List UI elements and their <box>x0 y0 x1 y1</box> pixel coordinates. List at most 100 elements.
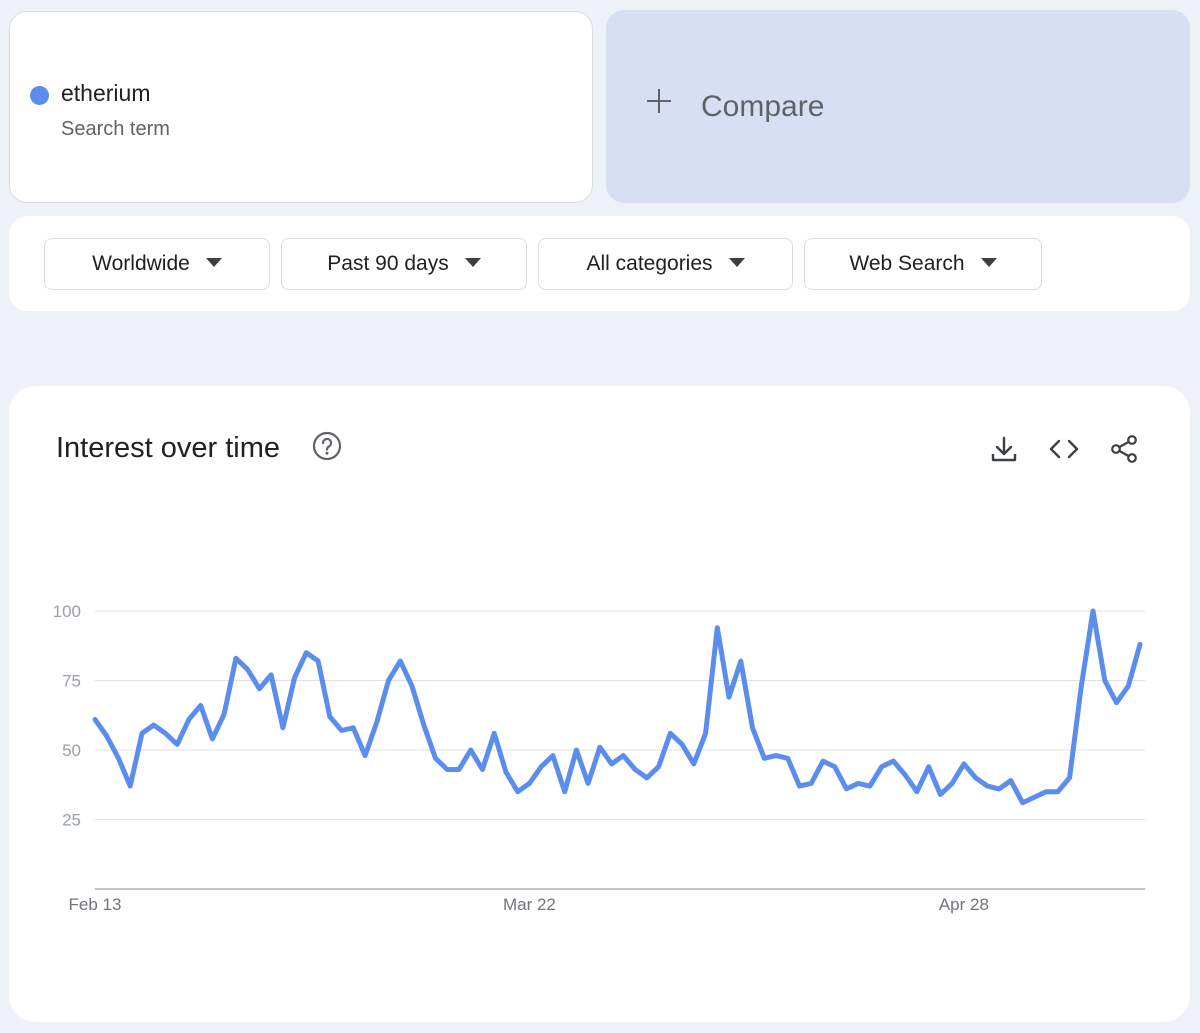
time-range-filter[interactable]: Past 90 days <box>281 238 527 290</box>
x-tick-label: Feb 13 <box>69 895 122 914</box>
data-point <box>797 784 802 789</box>
data-point <box>1055 789 1060 794</box>
data-point <box>186 717 191 722</box>
data-point <box>691 761 696 766</box>
data-point <box>762 756 767 761</box>
data-point <box>374 720 379 725</box>
data-point <box>856 781 861 786</box>
data-point <box>386 678 391 683</box>
data-point <box>222 711 227 716</box>
share-icon[interactable] <box>1108 433 1140 465</box>
dropdown-caret-icon <box>728 257 745 267</box>
data-point <box>550 753 555 758</box>
data-point <box>644 775 649 780</box>
data-point <box>903 773 908 778</box>
data-point <box>269 672 274 677</box>
data-point <box>327 714 332 719</box>
data-point <box>492 731 497 736</box>
data-point <box>973 775 978 780</box>
data-point <box>680 742 685 747</box>
data-point <box>1114 700 1119 705</box>
data-point <box>539 764 544 769</box>
filter-bar: Worldwide Past 90 days All categories We… <box>9 216 1190 311</box>
data-point <box>891 759 896 764</box>
data-point <box>456 767 461 772</box>
data-point <box>961 761 966 766</box>
dropdown-caret-icon <box>205 257 222 267</box>
data-point <box>1126 684 1131 689</box>
data-point <box>339 728 344 733</box>
data-point <box>656 764 661 769</box>
data-point <box>245 667 250 672</box>
data-point <box>820 759 825 764</box>
data-point <box>410 684 415 689</box>
dropdown-caret-icon <box>980 257 997 267</box>
download-icon[interactable] <box>988 433 1020 465</box>
data-point <box>1138 642 1143 647</box>
data-point <box>809 781 814 786</box>
data-point <box>198 703 203 708</box>
y-tick-label: 100 <box>53 602 81 621</box>
embed-code-icon[interactable] <box>1048 433 1080 465</box>
data-point <box>304 650 309 655</box>
data-point <box>1079 684 1084 689</box>
data-point <box>515 789 520 794</box>
search-term-label: Search term <box>61 118 170 140</box>
data-point <box>750 725 755 730</box>
search-property-filter-label: Web Search <box>849 252 965 275</box>
help-icon[interactable] <box>312 431 342 461</box>
compare-label: Compare <box>701 90 825 123</box>
data-point <box>139 731 144 736</box>
data-point <box>351 725 356 730</box>
data-point <box>128 784 133 789</box>
data-point <box>175 742 180 747</box>
data-point <box>926 764 931 769</box>
data-point <box>210 736 215 741</box>
compare-button[interactable]: Compare <box>606 10 1190 203</box>
data-point <box>1020 800 1025 805</box>
data-point <box>233 656 238 661</box>
search-term-card[interactable]: etherium Search term <box>9 11 593 203</box>
data-point <box>433 756 438 761</box>
data-point <box>785 756 790 761</box>
data-point <box>1032 795 1037 800</box>
plus-icon <box>646 88 672 114</box>
data-point <box>527 781 532 786</box>
data-point <box>316 659 321 664</box>
data-point <box>1067 775 1072 780</box>
search-term-name[interactable]: etherium <box>61 80 151 106</box>
data-point <box>609 761 614 766</box>
data-point <box>727 695 732 700</box>
series-line-etherium <box>92 608 1143 806</box>
data-point <box>292 675 297 680</box>
data-point <box>950 781 955 786</box>
interest-line-chart: 100 75 50 25 Feb 13 Mar 22 Apr 28 <box>53 602 1145 914</box>
region-filter-label: Worldwide <box>92 252 190 275</box>
category-filter[interactable]: All categories <box>538 238 793 290</box>
data-point <box>1102 678 1107 683</box>
data-point <box>363 753 368 758</box>
dropdown-caret-icon <box>464 257 481 267</box>
y-tick-label: 25 <box>62 811 81 830</box>
data-point <box>879 764 884 769</box>
region-filter[interactable]: Worldwide <box>44 238 270 290</box>
x-tick-label: Mar 22 <box>503 895 556 914</box>
data-point <box>104 734 109 739</box>
data-point <box>574 748 579 753</box>
data-point <box>445 767 450 772</box>
data-point <box>421 722 426 727</box>
data-point <box>468 748 473 753</box>
data-point <box>116 756 121 761</box>
search-property-filter[interactable]: Web Search <box>804 238 1042 290</box>
data-point <box>774 753 779 758</box>
data-point <box>503 770 508 775</box>
data-point <box>151 722 156 727</box>
data-point <box>985 784 990 789</box>
data-point <box>562 789 567 794</box>
data-point <box>621 753 626 758</box>
data-point <box>280 725 285 730</box>
time-range-filter-label: Past 90 days <box>327 252 449 275</box>
data-point <box>257 686 262 691</box>
data-point <box>163 731 168 736</box>
data-point <box>1044 789 1049 794</box>
